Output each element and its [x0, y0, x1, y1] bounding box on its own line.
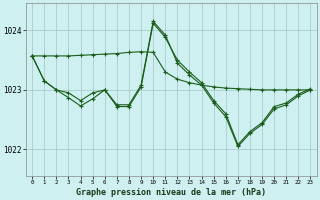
X-axis label: Graphe pression niveau de la mer (hPa): Graphe pression niveau de la mer (hPa)	[76, 188, 266, 197]
